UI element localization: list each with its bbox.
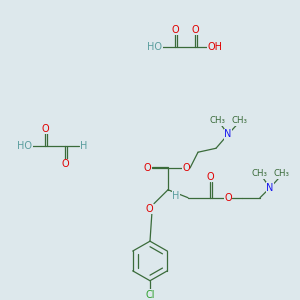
Text: O: O (143, 163, 151, 173)
Text: O: O (145, 204, 153, 214)
Text: Cl: Cl (145, 290, 155, 300)
Text: O: O (191, 25, 199, 35)
Text: N: N (266, 183, 274, 193)
Text: H: H (80, 141, 88, 151)
Text: O: O (41, 124, 49, 134)
Text: N: N (224, 129, 232, 140)
Text: O: O (224, 193, 232, 203)
Text: OH: OH (208, 42, 223, 52)
Text: O: O (182, 163, 190, 173)
Text: CH₃: CH₃ (232, 116, 248, 125)
Text: HO: HO (17, 141, 32, 151)
Text: HO: HO (148, 42, 163, 52)
Text: CH₃: CH₃ (252, 169, 268, 178)
Text: CH₃: CH₃ (210, 116, 226, 125)
Text: O: O (206, 172, 214, 182)
Text: O: O (171, 25, 179, 35)
Text: O: O (61, 159, 69, 169)
Text: CH₃: CH₃ (274, 169, 290, 178)
Text: H: H (172, 191, 180, 201)
